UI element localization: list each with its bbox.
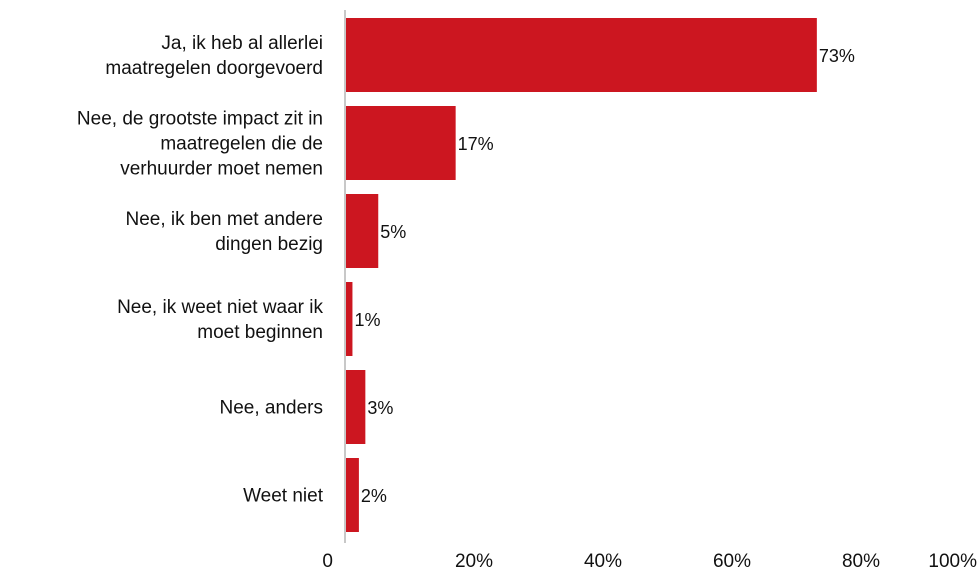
category-labels-group: Ja, ik heb al allerlei maatregelen doorge…	[77, 33, 324, 507]
bar	[346, 370, 366, 444]
category-label: Nee, ik ben met andere dingen bezig	[125, 209, 323, 255]
category-label: Weet niet	[243, 486, 324, 507]
category-label: Nee, ik weet niet waar ik moet beginnen	[117, 297, 323, 343]
bars-group	[346, 18, 817, 532]
x-tick-label: 80%	[842, 551, 880, 572]
bar	[346, 106, 456, 180]
bar	[346, 18, 817, 92]
x-tick-label: 100%	[928, 551, 977, 572]
data-label: 73%	[819, 46, 855, 66]
x-tick-label: 0	[322, 551, 333, 572]
bar	[346, 194, 379, 268]
category-label: Ja, ik heb al allerlei maatregelen doorge…	[105, 33, 323, 79]
category-label: Nee, anders	[219, 398, 323, 419]
x-tick-label: 40%	[584, 551, 622, 572]
x-tick-label: 60%	[713, 551, 751, 572]
category-label: Nee, de grootste impact zit in maatregele…	[77, 109, 323, 180]
x-axis-tick-labels: 0 20% 40% 60% 80% 100%	[322, 551, 977, 572]
data-label: 3%	[367, 398, 393, 418]
bar	[346, 458, 359, 532]
data-label: 5%	[380, 222, 406, 242]
x-tick-label: 20%	[455, 551, 493, 572]
data-label: 17%	[458, 134, 494, 154]
bar	[346, 282, 353, 356]
data-label: 2%	[361, 486, 387, 506]
data-label: 1%	[354, 310, 380, 330]
data-labels-group: 73% 17% 5% 1% 3% 2%	[354, 46, 854, 506]
